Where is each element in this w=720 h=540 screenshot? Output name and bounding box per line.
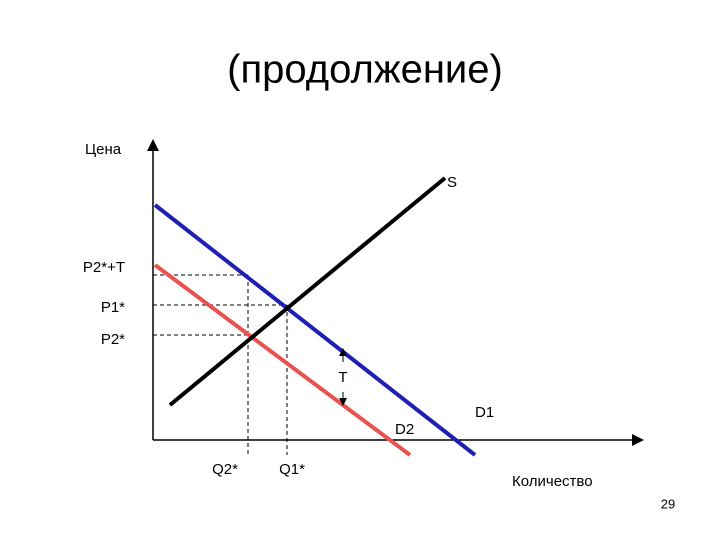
supply-curve [168,176,447,407]
quantity-label: Q1* [279,461,305,478]
demand-curve-1 [153,203,477,457]
supply-label: S [447,174,457,191]
demand2-label: D2 [395,421,414,438]
price-label: P2* [101,331,125,348]
demand-curve-2 [153,263,412,457]
tax-label: T [338,369,347,386]
title: (продолжение) [227,48,503,92]
demand1-label: D1 [475,404,494,421]
y-axis-label: Цена [85,141,122,158]
price-label: P2*+T [83,259,125,276]
quantity-label: Q2* [212,461,238,478]
x-axis-label: Количество [512,473,593,490]
price-label: P1* [101,299,125,316]
page-number: 29 [661,496,675,511]
